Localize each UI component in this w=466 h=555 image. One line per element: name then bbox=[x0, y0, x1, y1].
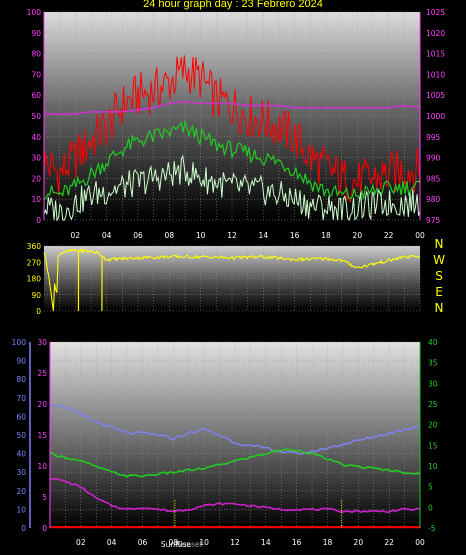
y-tick-label-left: 50 bbox=[31, 112, 41, 121]
sunrise-label: SunRise bbox=[161, 540, 191, 549]
humidity-tick-label: 0 bbox=[21, 524, 26, 533]
x-tick-label: 20 bbox=[354, 538, 364, 547]
y-tick-label-left: 0 bbox=[36, 307, 41, 316]
temperature-line bbox=[49, 477, 421, 514]
x-tick-label: 00 bbox=[415, 231, 425, 240]
x-tick-label: 22 bbox=[384, 231, 394, 240]
y-tick-label-left: 270 bbox=[27, 258, 42, 267]
x-tick-label: 04 bbox=[102, 231, 112, 240]
humidity-line bbox=[49, 403, 421, 455]
wind-min-line bbox=[43, 154, 421, 222]
y-tick-label-left: 40 bbox=[31, 133, 41, 142]
gust-line bbox=[43, 55, 421, 203]
temperature-tick-label-left: 15 bbox=[37, 431, 47, 440]
x-tick-label: 18 bbox=[323, 538, 333, 547]
x-tick-label: 16 bbox=[290, 231, 300, 240]
y-tick-label-left: 30 bbox=[31, 154, 41, 163]
x-tick-label: 14 bbox=[261, 538, 271, 547]
compass-label: N bbox=[435, 301, 444, 315]
humidity-tick-label: 20 bbox=[16, 487, 26, 496]
temperature-tick-label-right: 10 bbox=[428, 462, 438, 471]
temperature-tick-label-right: 20 bbox=[428, 421, 438, 430]
sunset-label: Sunset bbox=[177, 540, 203, 549]
x-tick-label: 10 bbox=[199, 538, 209, 547]
y-tick-label-right: 1025 bbox=[426, 8, 445, 17]
y-tick-label-right: 1020 bbox=[426, 29, 445, 38]
wind-average-line bbox=[43, 119, 421, 202]
humidity-tick-label: 40 bbox=[16, 450, 26, 459]
temperature-tick-label-left: 30 bbox=[37, 338, 47, 347]
x-tick-label: 00 bbox=[415, 538, 425, 547]
y-tick-label-right: 980 bbox=[426, 195, 441, 204]
x-tick-label: 12 bbox=[230, 538, 240, 547]
temperature-tick-label-left: 25 bbox=[37, 369, 47, 378]
y-tick-label-left: 20 bbox=[31, 174, 41, 183]
temperature-tick-label-left: 0 bbox=[42, 524, 47, 533]
wind-panel-background bbox=[44, 12, 420, 220]
x-tick-label: 06 bbox=[138, 538, 148, 547]
temperature-tick-label-right: 35 bbox=[428, 359, 438, 368]
humidity-tick-label: 10 bbox=[16, 505, 26, 514]
y-tick-label-right: 1015 bbox=[426, 50, 445, 59]
temperature-tick-label-right: 40 bbox=[428, 338, 438, 347]
y-tick-label-left: 60 bbox=[31, 91, 41, 100]
compass-label: N bbox=[435, 237, 444, 251]
temperature-tick-label-right: 15 bbox=[428, 441, 438, 450]
temperature-tick-label-right: 30 bbox=[428, 379, 438, 388]
y-tick-label-left: 70 bbox=[31, 70, 41, 79]
x-tick-label: 04 bbox=[107, 538, 117, 547]
humidity-tick-label: 80 bbox=[16, 375, 26, 384]
y-tick-label-right: 1005 bbox=[426, 91, 445, 100]
x-tick-label: 14 bbox=[259, 231, 269, 240]
y-tick-label-right: 975 bbox=[426, 216, 441, 225]
temperature-tick-label-left: 10 bbox=[37, 462, 47, 471]
x-tick-label: 16 bbox=[292, 538, 302, 547]
y-tick-label-right: 1000 bbox=[426, 112, 445, 121]
x-tick-label: 06 bbox=[133, 231, 143, 240]
dewpoint-line bbox=[49, 448, 421, 478]
humidity-tick-label: 50 bbox=[16, 431, 26, 440]
humidity-tick-label: 30 bbox=[16, 468, 26, 477]
y-tick-label-right: 995 bbox=[426, 133, 441, 142]
humidity-tick-label: 90 bbox=[16, 357, 26, 366]
y-tick-label-left: 90 bbox=[31, 29, 41, 38]
humidity-tick-label: 70 bbox=[16, 394, 26, 403]
humidity-tick-label: 60 bbox=[16, 412, 26, 421]
temperature-tick-label-right: 5 bbox=[428, 483, 433, 492]
y-tick-label-left: 180 bbox=[27, 275, 42, 284]
x-tick-label: 10 bbox=[196, 231, 206, 240]
temperature-tick-label-left: 20 bbox=[37, 400, 47, 409]
humidity-tick-label: 100 bbox=[12, 338, 27, 347]
temperature-tick-label-right: -5 bbox=[428, 524, 436, 533]
x-tick-label: 22 bbox=[384, 538, 394, 547]
compass-label: E bbox=[435, 285, 443, 299]
y-tick-label-left: 360 bbox=[27, 242, 42, 251]
direction-line bbox=[43, 248, 421, 311]
compass-label: W bbox=[433, 253, 445, 267]
temperature-tick-label-right: 0 bbox=[428, 503, 433, 512]
temperature-tick-label-left: 5 bbox=[42, 493, 47, 502]
chart-title: 24 hour graph day : 23 Febrero 2024 bbox=[143, 0, 323, 10]
temperature-tick-label-right: 25 bbox=[428, 400, 438, 409]
y-tick-label-left: 100 bbox=[27, 8, 42, 17]
y-tick-label-left: 80 bbox=[31, 50, 41, 59]
x-tick-label: 02 bbox=[71, 231, 81, 240]
x-tick-label: 08 bbox=[165, 231, 175, 240]
x-tick-label: 20 bbox=[353, 231, 363, 240]
pressure-line bbox=[44, 100, 421, 115]
x-tick-label: 08 bbox=[169, 538, 179, 547]
x-tick-label: 12 bbox=[227, 231, 237, 240]
y-tick-label-left: 0 bbox=[36, 216, 41, 225]
y-tick-label-right: 985 bbox=[426, 174, 441, 183]
y-tick-label-right: 1010 bbox=[426, 70, 445, 79]
x-tick-label: 02 bbox=[76, 538, 86, 547]
x-tick-label: 18 bbox=[321, 231, 331, 240]
y-tick-label-right: 990 bbox=[426, 154, 441, 163]
compass-label: S bbox=[435, 269, 443, 283]
y-tick-label-left: 90 bbox=[31, 291, 41, 300]
y-tick-label-left: 10 bbox=[31, 195, 41, 204]
